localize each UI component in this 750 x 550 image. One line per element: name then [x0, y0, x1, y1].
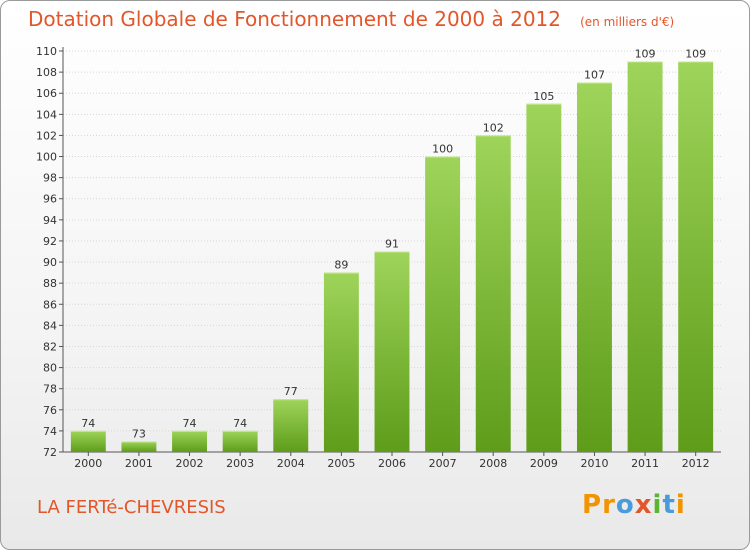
y-tick-label: 104 [36, 108, 57, 121]
value-label-2004: 77 [284, 385, 298, 398]
y-tick-label: 72 [43, 446, 57, 459]
bar-2010 [576, 82, 612, 452]
value-label-2005: 89 [334, 259, 348, 272]
y-tick-label: 106 [36, 87, 57, 100]
bars [70, 61, 714, 453]
y-tick-label: 102 [36, 129, 57, 142]
bar-2000 [70, 430, 106, 452]
x-tick-label-2006: 2006 [378, 457, 406, 470]
y-tick-label: 80 [43, 362, 57, 375]
y-tick-label: 78 [43, 383, 57, 396]
x-tick-label-2005: 2005 [327, 457, 355, 470]
x-tick-label-2003: 2003 [226, 457, 254, 470]
bar-2012 [678, 61, 714, 452]
value-label-2011: 109 [635, 48, 656, 61]
place-name: LA FERTé-CHEVRESIS [37, 497, 226, 518]
y-tick-label: 94 [43, 214, 57, 227]
y-tick-label: 100 [36, 151, 57, 164]
bar-2009 [526, 103, 562, 453]
chart-title: Dotation Globale de Fonctionnement de 20… [28, 7, 561, 31]
chart-title-row: Dotation Globale de Fonctionnement de 20… [28, 7, 674, 31]
x-tick-label-2010: 2010 [580, 457, 608, 470]
bar-2001 [121, 441, 157, 452]
bar-2008 [475, 135, 511, 452]
x-tick-label-2011: 2011 [631, 457, 659, 470]
bar-2002 [172, 430, 208, 452]
value-label-2006: 91 [385, 238, 399, 251]
value-label-2000: 74 [81, 417, 95, 430]
y-tick-label: 90 [43, 256, 57, 269]
value-label-2002: 74 [183, 417, 197, 430]
x-tick-label-2002: 2002 [176, 457, 204, 470]
bar-2005 [323, 272, 359, 452]
y-tick-label: 88 [43, 277, 57, 290]
x-tick-label-2008: 2008 [479, 457, 507, 470]
value-label-2010: 107 [584, 69, 605, 82]
value-label-2009: 105 [533, 90, 554, 103]
x-tick-label-2009: 2009 [530, 457, 558, 470]
y-tick-label: 92 [43, 235, 57, 248]
y-tick-label: 98 [43, 172, 57, 185]
value-label-2012: 109 [685, 48, 706, 61]
y-tick-label: 110 [36, 45, 57, 58]
x-tick-label-2001: 2001 [125, 457, 153, 470]
y-tick-label: 96 [43, 193, 57, 206]
labels: 72 74 76 78 80 82 84 86 88 90 92 94 96 98 100 102 104 106… [36, 45, 710, 470]
y-tick-label: 82 [43, 340, 57, 353]
x-tick-label-2007: 2007 [429, 457, 457, 470]
bar-2004 [273, 399, 309, 452]
value-label-2008: 102 [483, 121, 504, 134]
chart-unit: (en milliers d'€) [580, 15, 675, 29]
x-tick-label-2012: 2012 [682, 457, 710, 470]
value-label-2003: 74 [233, 417, 247, 430]
proxiti-logo: Proxiti [582, 490, 686, 520]
bar-2011 [627, 61, 663, 452]
y-tick-label: 108 [36, 66, 57, 79]
x-tick-label-2000: 2000 [74, 457, 102, 470]
y-tick-label: 74 [43, 425, 57, 438]
y-tick-label: 76 [43, 404, 57, 417]
y-tick-label: 84 [43, 319, 57, 332]
value-label-2007: 100 [432, 143, 453, 156]
x-tick-label-2004: 2004 [277, 457, 305, 470]
bar-2006 [374, 251, 410, 452]
bar-2003 [222, 430, 258, 452]
bar-2007 [425, 156, 461, 453]
y-tick-label: 86 [43, 298, 57, 311]
value-label-2001: 73 [132, 427, 146, 440]
